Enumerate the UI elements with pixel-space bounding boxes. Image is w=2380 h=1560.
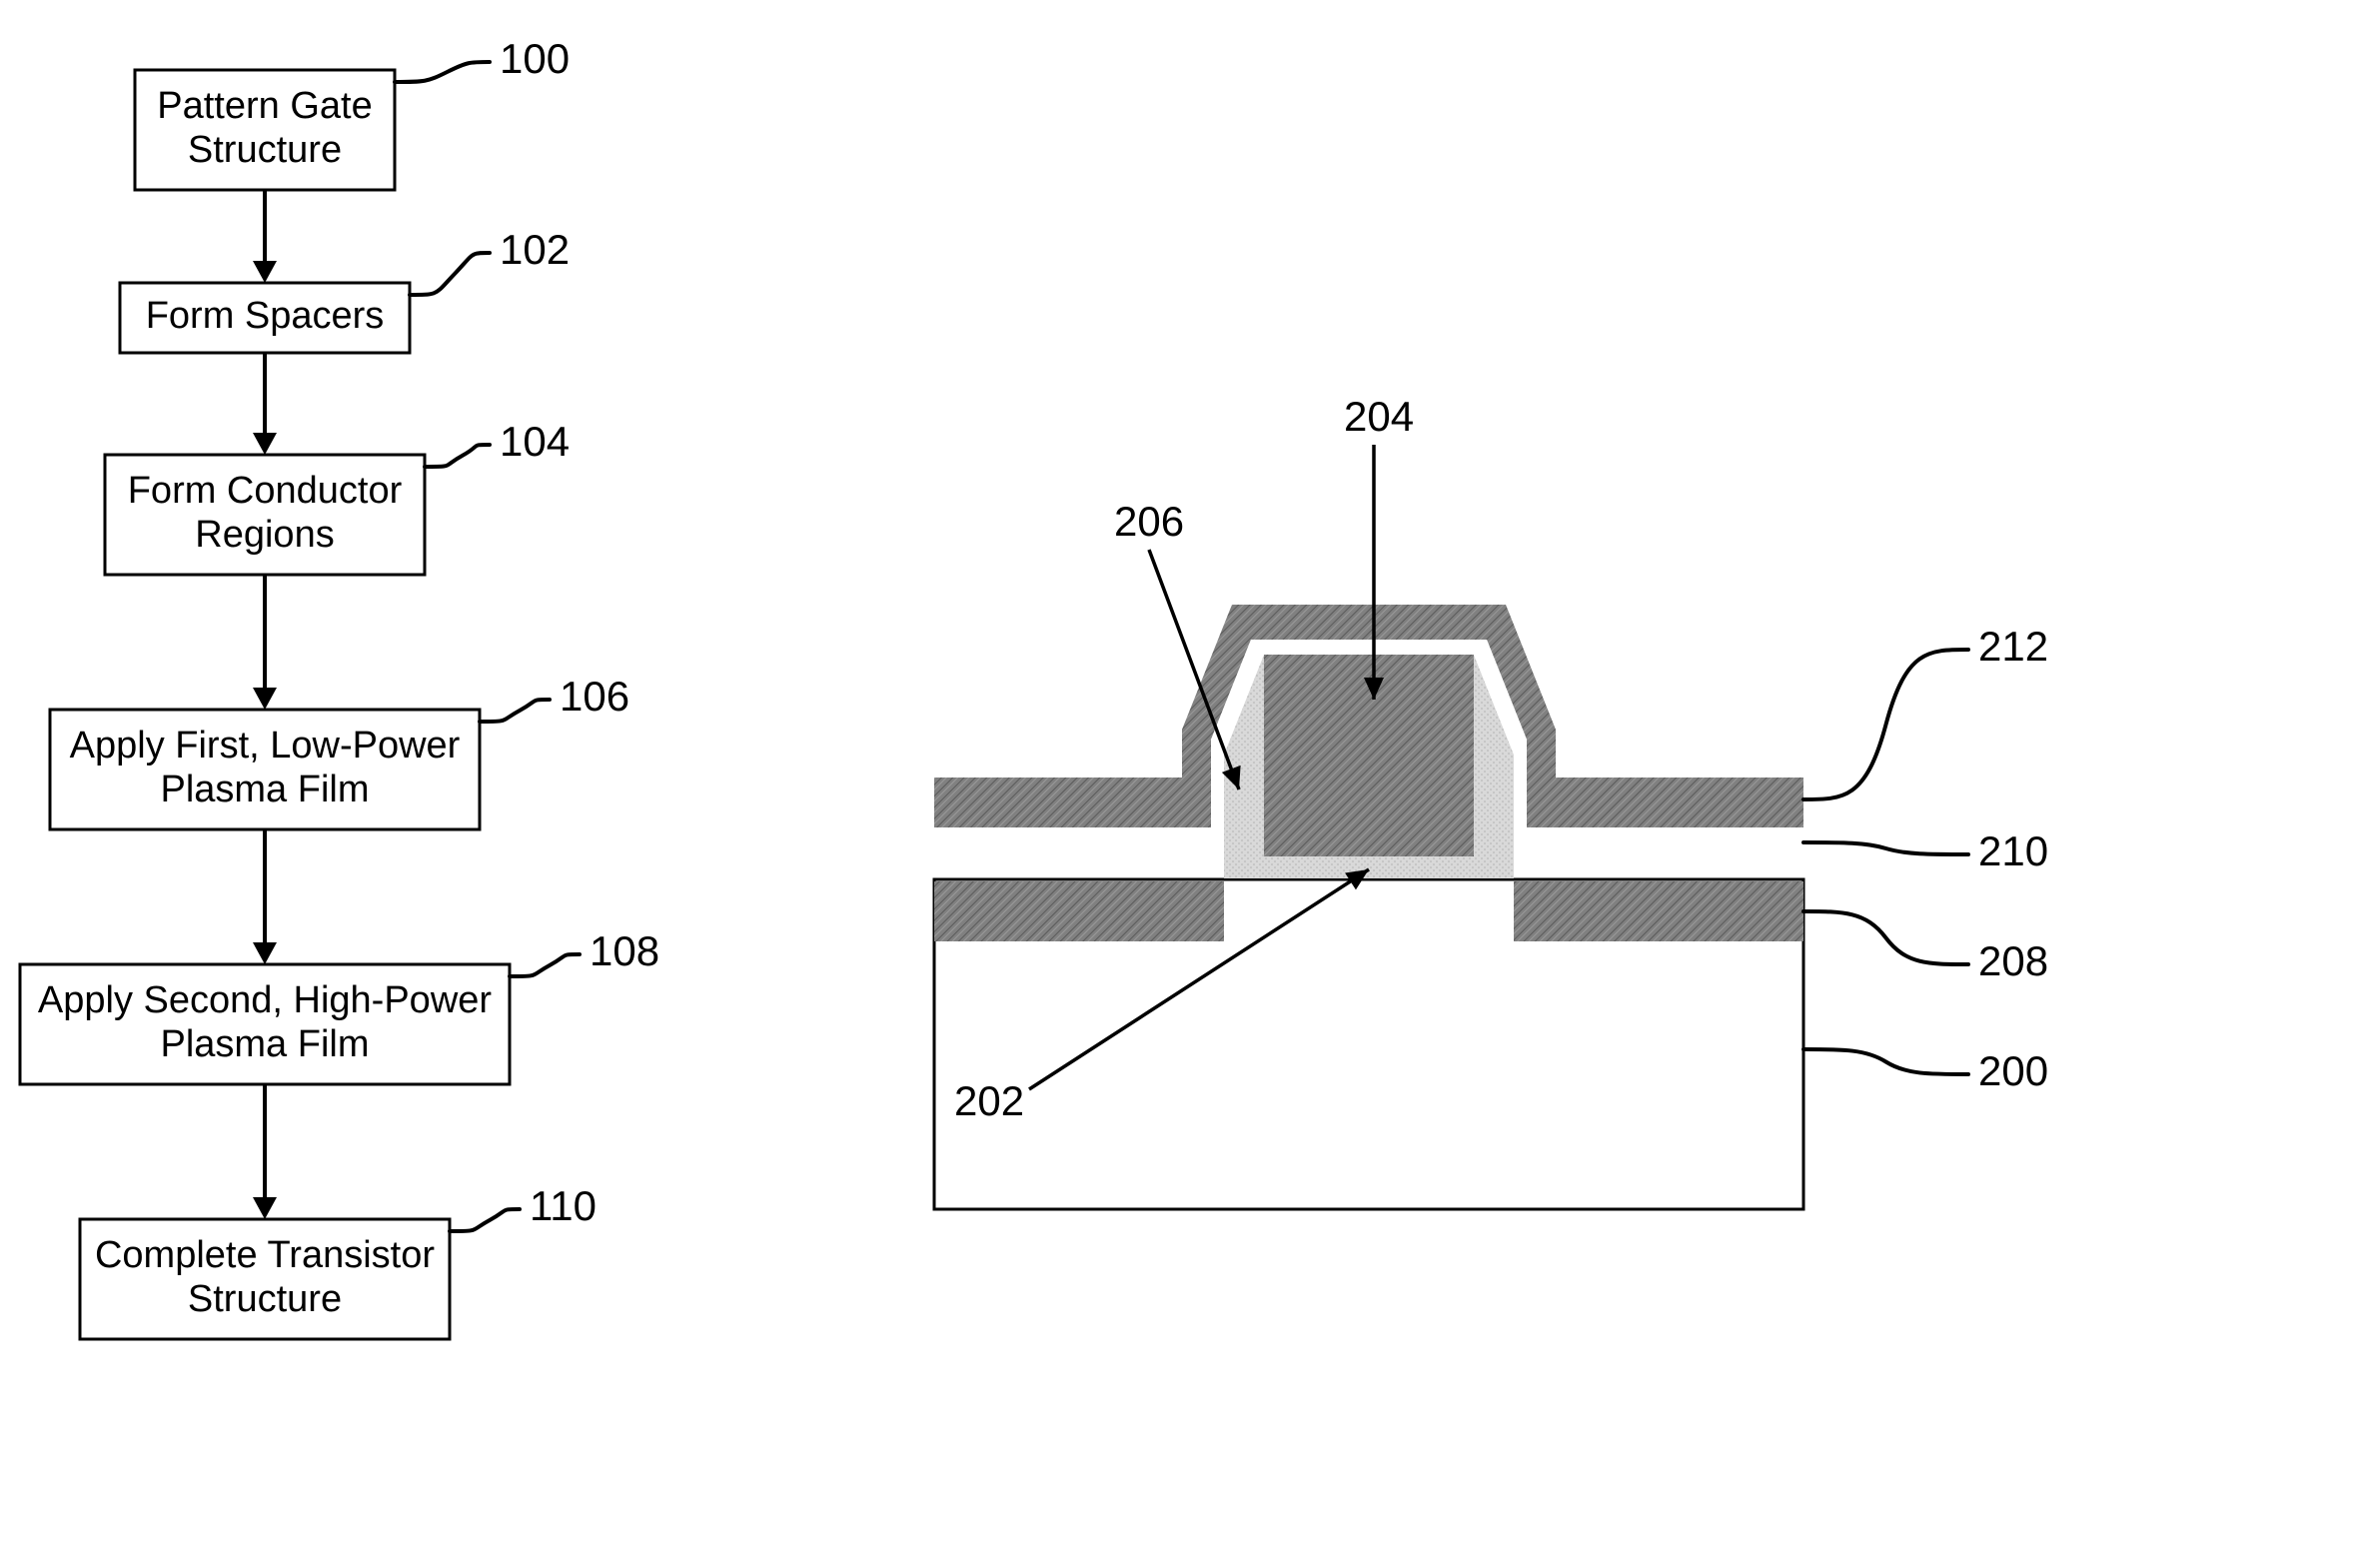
ref-label-108: 108 bbox=[590, 927, 659, 974]
flow-step-label-104: Regions bbox=[195, 514, 334, 556]
flow-step-label-100: Pattern Gate bbox=[157, 85, 372, 127]
ref-label-208: 208 bbox=[1978, 937, 2048, 984]
flowchart: Pattern GateStructure100Form Spacers102F… bbox=[20, 35, 659, 1339]
flow-step-label-102: Form Spacers bbox=[146, 295, 385, 337]
ref-label-106: 106 bbox=[560, 673, 629, 720]
flow-step-label-110: Structure bbox=[188, 1278, 342, 1320]
flow-step-label-108: Apply Second, High-Power bbox=[38, 979, 492, 1021]
lead-curve-208 bbox=[1803, 911, 1968, 964]
diagram-page: Pattern GateStructure100Form Spacers102F… bbox=[0, 0, 2380, 1560]
ref-label-110: 110 bbox=[530, 1182, 596, 1229]
lead-curve-110 bbox=[450, 1209, 520, 1231]
flow-arrowhead-102-104 bbox=[253, 433, 277, 455]
flow-arrowhead-106-108 bbox=[253, 942, 277, 964]
flow-step-label-106: Plasma Film bbox=[160, 769, 369, 810]
region-208-right bbox=[1514, 881, 1803, 941]
ref-label-206: 206 bbox=[1114, 498, 1184, 545]
transistor-cross-section: 204 206 212 210 208 200 202 bbox=[934, 393, 2048, 1209]
ref-label-210: 210 bbox=[1978, 827, 2048, 874]
diagram-svg: Pattern GateStructure100Form Spacers102F… bbox=[0, 0, 2380, 1560]
lead-curve-106 bbox=[480, 700, 550, 722]
ref-label-204: 204 bbox=[1344, 393, 1414, 440]
flow-step-label-104: Form Conductor bbox=[128, 470, 403, 512]
flow-arrowhead-104-106 bbox=[253, 688, 277, 710]
lead-curve-108 bbox=[510, 954, 580, 976]
ref-label-202: 202 bbox=[954, 1077, 1024, 1124]
lead-curve-102 bbox=[410, 253, 490, 295]
ref-label-212: 212 bbox=[1978, 623, 2048, 670]
flow-arrowhead-100-102 bbox=[253, 261, 277, 283]
lead-curve-210 bbox=[1803, 842, 1968, 854]
ref-label-100: 100 bbox=[500, 35, 570, 82]
lead-curve-104 bbox=[425, 445, 490, 467]
ref-label-102: 102 bbox=[500, 226, 570, 273]
ref-label-200: 200 bbox=[1978, 1047, 2048, 1094]
flow-step-label-108: Plasma Film bbox=[160, 1023, 369, 1065]
region-208-left bbox=[934, 881, 1224, 941]
flow-step-label-100: Structure bbox=[188, 129, 342, 171]
flow-step-label-110: Complete Transistor bbox=[95, 1234, 435, 1276]
gate-oxide-202 bbox=[1224, 856, 1514, 880]
ref-label-104: 104 bbox=[500, 418, 570, 465]
flow-arrowhead-108-110 bbox=[253, 1197, 277, 1219]
lead-curve-100 bbox=[395, 62, 490, 82]
lead-curve-212 bbox=[1803, 650, 1968, 799]
lead-curve-200 bbox=[1803, 1049, 1968, 1074]
flow-step-label-106: Apply First, Low-Power bbox=[70, 725, 461, 767]
